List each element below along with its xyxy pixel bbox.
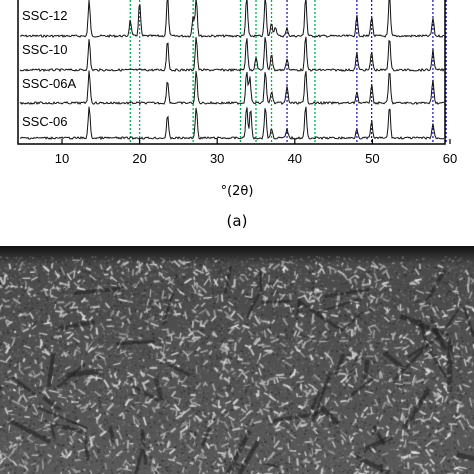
- xrd-pattern-panel: SSC-12 SSC-10 SSC-06A SSC-06 10 20 30 40 50 60 °…: [17, 0, 457, 230]
- xrd-trace-ssc-10: [19, 36, 445, 73]
- xrd-trace-ssc-06a: [19, 70, 445, 106]
- plot-frame: [17, 0, 446, 145]
- sample-label: SSC-12: [22, 8, 68, 23]
- sample-label: SSC-06A: [22, 76, 77, 91]
- x-tick-label: 60: [443, 151, 457, 166]
- sem-micrograph: [0, 246, 474, 474]
- x-axis-title: °(2θ): [221, 184, 254, 199]
- panel-caption: (a): [227, 212, 248, 230]
- sample-label: SSC-10: [22, 42, 68, 57]
- x-tick-label: 30: [210, 151, 224, 166]
- sample-label-background: [20, 76, 78, 91]
- sample-label-background: [20, 8, 70, 23]
- traces-group: [19, 0, 445, 141]
- xrd-trace-ssc-06: [19, 106, 445, 141]
- sem-micrograph-image: [0, 246, 474, 474]
- x-tick-label: 20: [132, 151, 146, 166]
- x-tick-label: 10: [55, 151, 69, 166]
- xrd-chart: SSC-12 SSC-10 SSC-06A SSC-06 10 20 30 40 50 60 °…: [17, 0, 457, 230]
- sample-label-background: [20, 114, 70, 129]
- sample-labels-group: SSC-12 SSC-10 SSC-06A SSC-06: [20, 8, 78, 129]
- sample-label-background: [20, 42, 70, 57]
- x-axis-ticks-group: 10 20 30 40 50 60: [55, 139, 457, 166]
- x-tick-label: 40: [288, 151, 302, 166]
- xrd-trace-ssc-12: [19, 0, 445, 39]
- reference-lines-group: [129, 0, 447, 144]
- x-tick-label: 50: [365, 151, 379, 166]
- sample-label: SSC-06: [22, 114, 68, 129]
